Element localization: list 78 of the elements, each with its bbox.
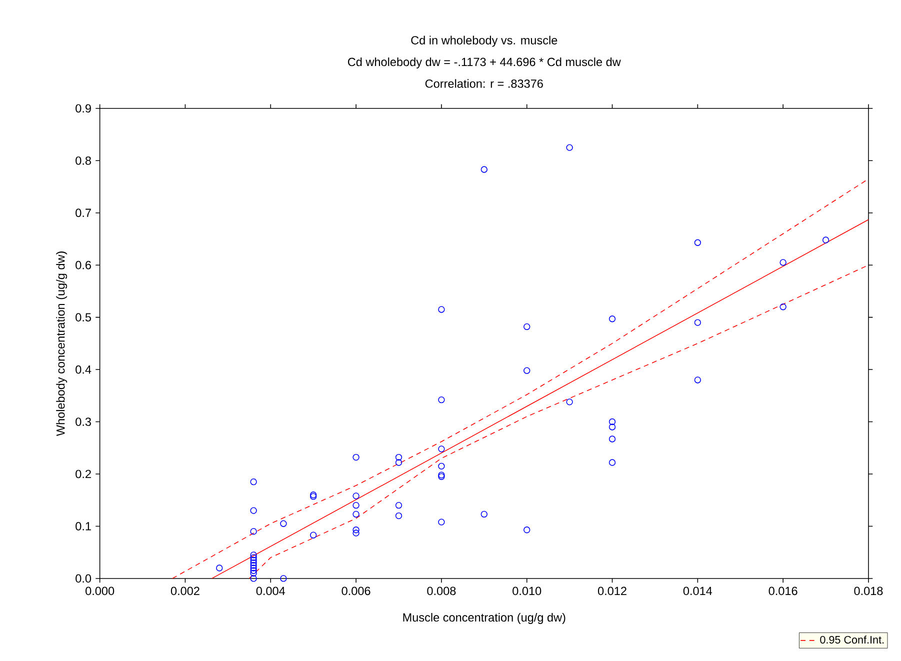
point (438, 462, 445, 470)
point (608, 418, 616, 425)
point (250, 552, 257, 558)
point (480, 510, 488, 518)
point (524, 323, 530, 330)
point (694, 376, 702, 384)
x-tick-label: 0.018 (854, 586, 883, 595)
point (250, 528, 257, 535)
y-tick-label: 0.3 (76, 417, 91, 426)
point (352, 526, 360, 534)
x-tick-label: 0.000 (86, 586, 114, 595)
x-tick-label: 0.002 (170, 586, 200, 595)
x-tick-label: 0.004 (256, 586, 286, 595)
y-tick-label: 0.9 (76, 104, 91, 112)
point (694, 319, 702, 326)
point (250, 559, 257, 566)
point (822, 236, 830, 244)
point (310, 493, 317, 500)
y-tick-label: 0.7 (76, 208, 91, 217)
point (566, 144, 573, 151)
y-tick-label: 0.6 (76, 260, 91, 270)
y-axis-title: Wholebody concentration (ug/g dw) (56, 251, 68, 436)
point (438, 445, 445, 452)
point (250, 554, 257, 561)
legend-label: 0.95 Conf.Int. (820, 636, 884, 644)
x-tick-label: 0.016 (768, 586, 798, 595)
x-axis-title: Muscle concentration (ug/g dw) (403, 612, 566, 624)
point (438, 396, 445, 404)
point (352, 530, 360, 536)
chart-title: Cd in wholebody vs. muscle (411, 36, 558, 47)
point (250, 562, 257, 569)
y-tick-label: 0.0 (76, 574, 92, 583)
point (250, 564, 257, 572)
point (250, 507, 257, 514)
point (310, 491, 317, 498)
point (395, 454, 402, 461)
point (395, 502, 402, 509)
y-tick-label: 0.2 (76, 470, 91, 478)
y-tick-label: 0.1 (76, 522, 91, 530)
point (780, 259, 786, 266)
point (608, 436, 616, 442)
point (438, 306, 445, 313)
point (524, 367, 530, 374)
x-tick-label: 0.008 (427, 586, 456, 595)
y-tick-label: 0.5 (76, 313, 92, 322)
point (780, 303, 786, 310)
point (250, 575, 257, 582)
x-tick-label: 0.010 (512, 586, 542, 595)
point (280, 520, 287, 527)
point (250, 556, 257, 564)
point (352, 510, 360, 518)
point (566, 398, 573, 406)
point (395, 512, 402, 520)
point (608, 315, 616, 322)
point (352, 502, 360, 509)
point (352, 492, 360, 500)
point (608, 459, 616, 466)
point (524, 526, 530, 534)
point (216, 564, 223, 572)
point (280, 575, 287, 582)
point (310, 532, 317, 538)
text: Correlation: r = .83376 (425, 79, 543, 88)
point (250, 570, 257, 576)
x-tick-label: 0.012 (598, 586, 626, 595)
point (395, 459, 402, 466)
chart-subtitle: Cd wholebody dw = -.1173 + 44.696 * Cd muscle dw (348, 57, 621, 68)
y-tick-label: 0.4 (76, 365, 92, 374)
x-tick-label: 0.006 (342, 586, 370, 595)
point (438, 518, 445, 526)
point (250, 478, 257, 486)
point (250, 567, 257, 574)
point (608, 424, 616, 430)
point (352, 454, 360, 461)
y-tick-label: 0.8 (76, 156, 91, 165)
point (694, 239, 702, 246)
x-tick-label: 0.014 (683, 586, 712, 595)
point (480, 166, 488, 173)
line-series (248, 264, 869, 579)
